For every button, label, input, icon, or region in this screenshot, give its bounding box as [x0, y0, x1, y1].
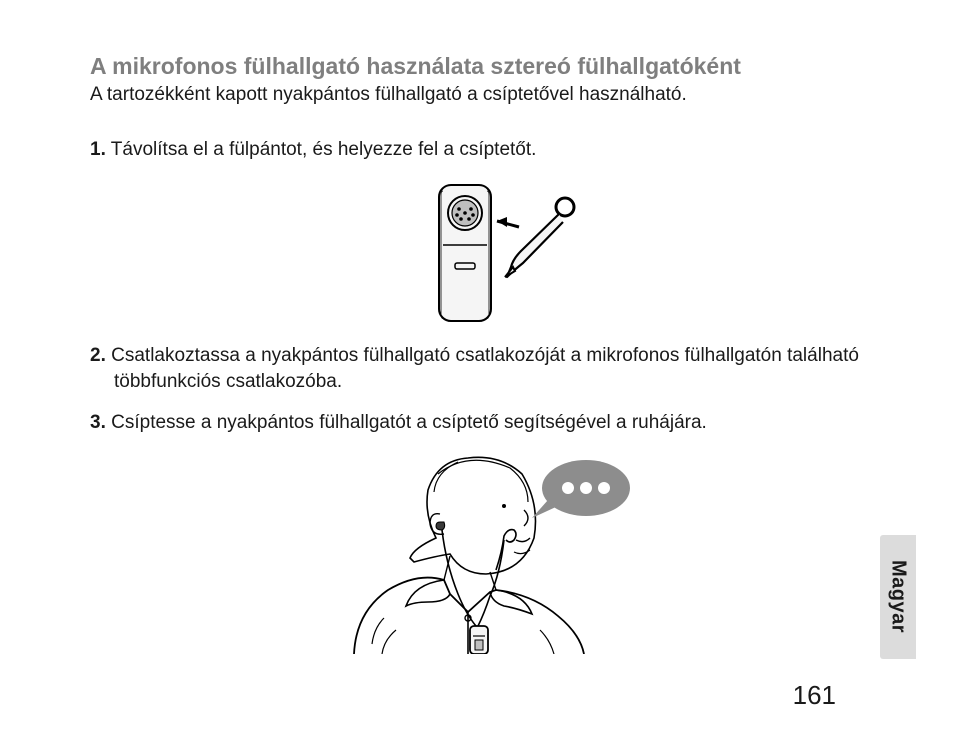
step-2-number: 2. [90, 345, 106, 366]
step-1: 1. Távolítsa el a fülpántot, és helyezze… [90, 137, 876, 163]
manual-page: A mikrofonos fülhallgató használata szte… [0, 0, 954, 742]
language-tab-label: Magyar [887, 560, 910, 633]
section-subheading: A tartozékként kapott nyakpántos fülhall… [90, 83, 876, 108]
step-1-text: Távolítsa el a fülpántot, és helyezze fe… [111, 139, 537, 160]
section-heading: A mikrofonos fülhallgató használata szte… [90, 52, 876, 81]
language-tab: Magyar [880, 535, 916, 659]
step-2: 2. Csatlakoztassa a nyakpántos fülhallga… [90, 343, 876, 394]
step-1-number: 1. [90, 139, 106, 160]
person-wearing-illustration [318, 444, 648, 654]
figure-1 [90, 177, 876, 325]
step-2-text: Csatlakoztassa a nyakpántos fülhallgató … [111, 345, 859, 392]
step-3: 3. Csíptesse a nyakpántos fülhallgatót a… [90, 410, 876, 436]
device-clip-illustration [363, 177, 603, 325]
step-3-text: Csíptesse a nyakpántos fülhallgatót a cs… [111, 412, 707, 433]
step-3-number: 3. [90, 412, 106, 433]
page-number: 161 [793, 680, 836, 711]
figure-2 [90, 444, 876, 654]
